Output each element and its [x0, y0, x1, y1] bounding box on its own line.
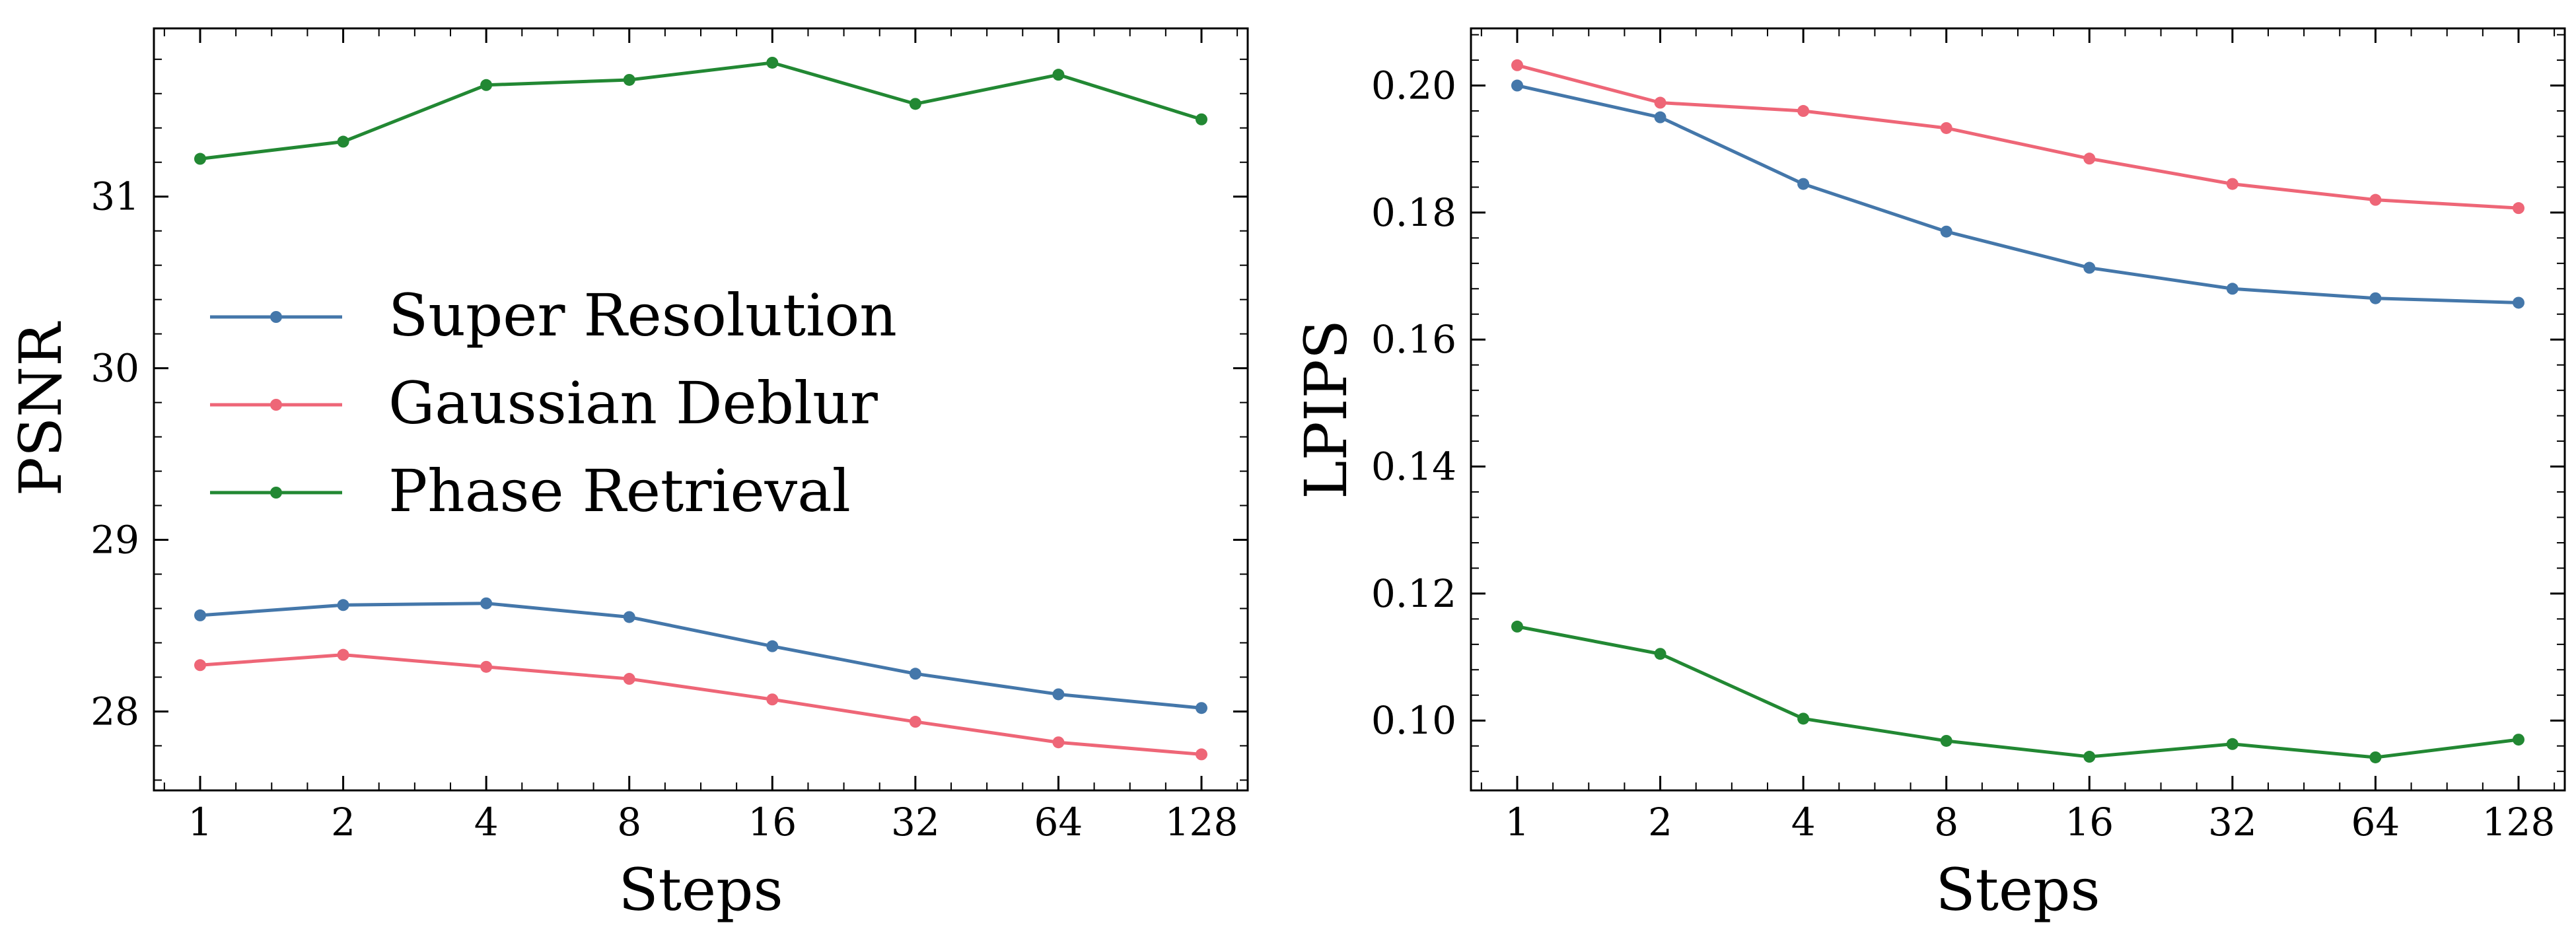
data-point-gaussian-deblur: [766, 693, 779, 706]
data-point-super-resolution: [194, 609, 206, 621]
x-tick-label: 4: [1791, 800, 1816, 845]
series-line-super-resolution: [199, 602, 1202, 710]
data-point-phase-retrieval: [1654, 648, 1666, 660]
data-point-super-resolution: [2369, 292, 2382, 304]
x-tick-label: 32: [891, 800, 940, 845]
data-point-phase-retrieval: [909, 98, 921, 110]
data-point-super-resolution: [1940, 225, 1952, 238]
data-point-phase-retrieval: [623, 73, 635, 86]
y-tick-label: 0.16: [1371, 317, 1456, 362]
data-point-super-resolution: [480, 597, 493, 609]
y-tick-label: 31: [90, 174, 139, 219]
data-point-gaussian-deblur: [1511, 59, 1523, 71]
series-line-phase-retrieval: [199, 61, 1202, 161]
x-tick-label: 64: [1034, 800, 1083, 845]
data-point-phase-retrieval: [337, 135, 349, 148]
data-point-super-resolution: [1797, 178, 1810, 190]
psnr-panel: 1 2 4 8 16 32 64 128 28 29 30 31 Steps PSNR Super Reso…: [7, 27, 1249, 924]
data-point-phase-retrieval: [1052, 69, 1065, 81]
y-tick-label: 0.12: [1371, 571, 1456, 616]
legend-marker: [270, 399, 282, 411]
data-point-phase-retrieval: [1196, 113, 1207, 125]
y-tick-label: 28: [90, 689, 139, 734]
x-tick-label: 2: [1648, 800, 1672, 845]
x-tick-label: 2: [331, 800, 355, 845]
x-tick-label: 32: [2208, 800, 2257, 845]
data-point-phase-retrieval: [2083, 751, 2096, 763]
data-point-phase-retrieval: [1511, 620, 1523, 633]
y-tick-label: 0.10: [1371, 698, 1456, 743]
data-point-phase-retrieval: [480, 79, 493, 91]
data-point-gaussian-deblur: [2369, 193, 2382, 206]
data-point-phase-retrieval: [2369, 751, 2382, 763]
series-line-super-resolution: [1517, 84, 2519, 304]
data-point-super-resolution: [909, 668, 921, 680]
legend-label: Phase Retrieval: [388, 457, 851, 525]
data-point-super-resolution: [623, 611, 635, 623]
data-point-super-resolution: [1511, 79, 1523, 92]
data-point-super-resolution: [337, 599, 349, 611]
data-point-gaussian-deblur: [1654, 96, 1666, 109]
data-point-gaussian-deblur: [480, 660, 493, 673]
data-point-phase-retrieval: [766, 56, 779, 69]
x-tick-label: 128: [2482, 800, 2556, 845]
data-point-gaussian-deblur: [2513, 202, 2524, 215]
x-tick-label: 1: [188, 800, 213, 845]
data-point-gaussian-deblur: [1797, 105, 1810, 118]
data-point-phase-retrieval: [2226, 738, 2238, 750]
data-point-super-resolution: [2513, 296, 2524, 309]
data-point-super-resolution: [1654, 111, 1666, 123]
x-tick-label: 64: [2351, 800, 2400, 845]
data-point-phase-retrieval: [2513, 734, 2524, 746]
data-point-super-resolution: [2083, 261, 2096, 274]
data-point-gaussian-deblur: [1052, 736, 1065, 749]
x-tick-label: 8: [1934, 800, 1958, 845]
data-point-gaussian-deblur: [2083, 153, 2096, 165]
data-point-gaussian-deblur: [1196, 748, 1207, 761]
x-axis-label: Steps: [618, 856, 783, 924]
legend-label: Gaussian Deblur: [388, 369, 878, 437]
y-axis-label: PSNR: [7, 321, 75, 496]
x-tick-label: 16: [748, 800, 797, 845]
x-tick-label: 4: [474, 800, 499, 845]
data-point-gaussian-deblur: [909, 716, 921, 728]
x-tick-label: 1: [1505, 800, 1530, 845]
legend-marker: [270, 311, 282, 323]
data-point-super-resolution: [1196, 702, 1207, 714]
data-point-super-resolution: [2226, 283, 2238, 295]
lpips-panel: 1 2 4 8 16 32 64 128 0.10 0.12 0.14 0.16 0.18 0.20 Ste…: [1292, 27, 2566, 924]
y-tick-label: 29: [90, 518, 139, 563]
y-tick-label: 0.18: [1371, 190, 1456, 235]
x-tick-label: 128: [1165, 800, 1238, 845]
series-line-phase-retrieval: [1517, 625, 2519, 759]
data-point-super-resolution: [766, 640, 779, 652]
x-tick-label: 16: [2065, 800, 2114, 845]
data-point-phase-retrieval: [1940, 734, 1952, 747]
series-line-gaussian-deblur: [1517, 63, 2519, 210]
data-point-gaussian-deblur: [337, 648, 349, 661]
legend-marker: [270, 487, 282, 499]
data-point-gaussian-deblur: [2226, 178, 2238, 190]
legend-label: Super Resolution: [388, 281, 897, 349]
data-point-gaussian-deblur: [1940, 121, 1952, 134]
data-point-phase-retrieval: [1797, 712, 1810, 725]
y-tick-label: 0.14: [1371, 444, 1456, 489]
series-line-gaussian-deblur: [199, 653, 1202, 756]
y-tick-label: 30: [90, 346, 139, 391]
y-axis-label: LPIPS: [1292, 320, 1360, 499]
x-tick-label: 8: [617, 800, 641, 845]
data-point-super-resolution: [1052, 688, 1065, 701]
data-point-gaussian-deblur: [194, 659, 206, 672]
x-axis-label: Steps: [1935, 856, 2100, 924]
data-point-gaussian-deblur: [623, 673, 635, 685]
y-tick-label: 0.20: [1371, 63, 1456, 108]
data-point-phase-retrieval: [194, 153, 206, 165]
